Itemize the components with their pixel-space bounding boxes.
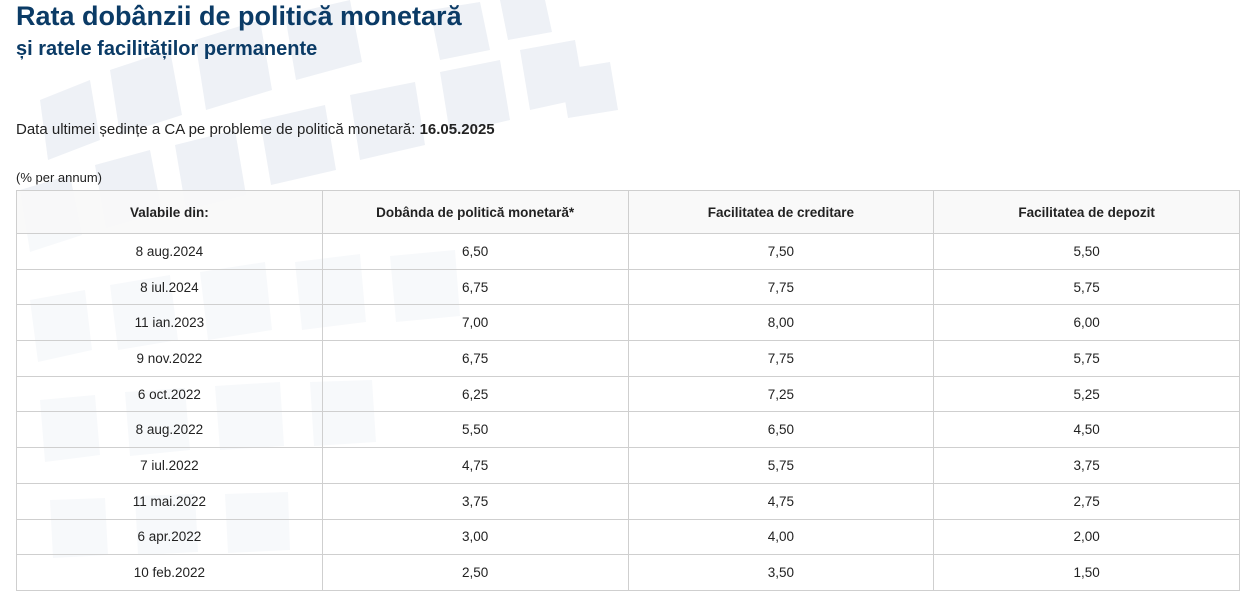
header-valid-from: Valabile din: xyxy=(16,190,323,234)
cell-deposit-facility: 1,50 xyxy=(933,554,1240,591)
table-row: 7 iul.2022 4,75 5,75 3,75 xyxy=(16,447,1240,484)
unit-note: (% per annum) xyxy=(16,170,102,185)
header-lending-facility: Facilitatea de creditare xyxy=(627,190,935,234)
cell-policy-rate: 6,25 xyxy=(321,375,629,413)
cell-policy-rate: 7,00 xyxy=(321,304,629,342)
cell-policy-rate: 6,50 xyxy=(321,233,629,270)
cell-deposit-facility: 3,75 xyxy=(933,447,1240,484)
table-row: 8 aug.2024 6,50 7,50 5,50 xyxy=(16,233,1240,270)
cell-policy-rate: 4,75 xyxy=(321,447,629,484)
cell-lending-facility: 4,75 xyxy=(627,482,935,520)
table-row: 10 feb.2022 2,50 3,50 1,50 xyxy=(16,554,1240,591)
cell-valid-from: 9 nov.2022 xyxy=(16,340,323,377)
table-row: 11 ian.2023 7,00 8,00 6,00 xyxy=(16,304,1240,342)
header-deposit-facility: Facilitatea de depozit xyxy=(933,190,1240,234)
rates-table: Valabile din: Dobânda de politică moneta… xyxy=(16,190,1240,591)
cell-deposit-facility: 2,00 xyxy=(933,518,1240,556)
page-subtitle: și ratele facilităților permanente xyxy=(16,38,318,60)
cell-deposit-facility: 5,25 xyxy=(933,375,1240,413)
last-meeting-date: 16.05.2025 xyxy=(419,121,495,138)
cell-valid-from: 10 feb.2022 xyxy=(16,554,323,591)
header-policy-rate: Dobânda de politică monetară* xyxy=(321,190,629,234)
cell-deposit-facility: 5,75 xyxy=(933,340,1240,377)
cell-deposit-facility: 4,50 xyxy=(933,411,1240,449)
cell-valid-from: 8 aug.2024 xyxy=(16,233,323,270)
cell-lending-facility: 8,00 xyxy=(627,304,935,342)
table-row: 8 iul.2024 6,75 7,75 5,75 xyxy=(16,268,1240,306)
cell-valid-from: 6 apr.2022 xyxy=(16,518,323,556)
cell-lending-facility: 7,50 xyxy=(627,233,935,270)
cell-lending-facility: 3,50 xyxy=(627,554,935,591)
cell-lending-facility: 5,75 xyxy=(627,447,935,484)
cell-policy-rate: 6,75 xyxy=(321,340,629,377)
cell-policy-rate: 5,50 xyxy=(321,411,629,449)
cell-policy-rate: 2,50 xyxy=(321,554,629,591)
table-row: 8 aug.2022 5,50 6,50 4,50 xyxy=(16,411,1240,449)
last-meeting-label: Data ultimei ședințe a CA pe probleme de… xyxy=(16,121,420,138)
table-row: 11 mai.2022 3,75 4,75 2,75 xyxy=(16,482,1240,520)
cell-deposit-facility: 2,75 xyxy=(933,482,1240,520)
cell-policy-rate: 3,00 xyxy=(321,518,629,556)
cell-valid-from: 6 oct.2022 xyxy=(16,375,323,413)
table-row: 6 oct.2022 6,25 7,25 5,25 xyxy=(16,375,1240,413)
cell-lending-facility: 7,75 xyxy=(627,340,935,377)
cell-lending-facility: 4,00 xyxy=(627,518,935,556)
table-row: 6 apr.2022 3,00 4,00 2,00 xyxy=(16,518,1240,556)
cell-deposit-facility: 5,50 xyxy=(933,233,1240,270)
cell-valid-from: 8 aug.2022 xyxy=(16,411,323,449)
cell-deposit-facility: 6,00 xyxy=(933,304,1240,342)
page-title: Rata dobânzii de politică monetară xyxy=(16,1,462,31)
cell-valid-from: 11 mai.2022 xyxy=(16,482,323,520)
cell-policy-rate: 6,75 xyxy=(321,268,629,306)
cell-lending-facility: 7,75 xyxy=(627,268,935,306)
cell-valid-from: 11 ian.2023 xyxy=(16,304,323,342)
cell-valid-from: 7 iul.2022 xyxy=(16,447,323,484)
last-meeting-info: Data ultimei ședințe a CA pe probleme de… xyxy=(16,120,495,140)
cell-deposit-facility: 5,75 xyxy=(933,268,1240,306)
table-header-row: Valabile din: Dobânda de politică moneta… xyxy=(16,190,1240,234)
cell-valid-from: 8 iul.2024 xyxy=(16,268,323,306)
cell-policy-rate: 3,75 xyxy=(321,482,629,520)
cell-lending-facility: 6,50 xyxy=(627,411,935,449)
cell-lending-facility: 7,25 xyxy=(627,375,935,413)
table-row: 9 nov.2022 6,75 7,75 5,75 xyxy=(16,340,1240,377)
